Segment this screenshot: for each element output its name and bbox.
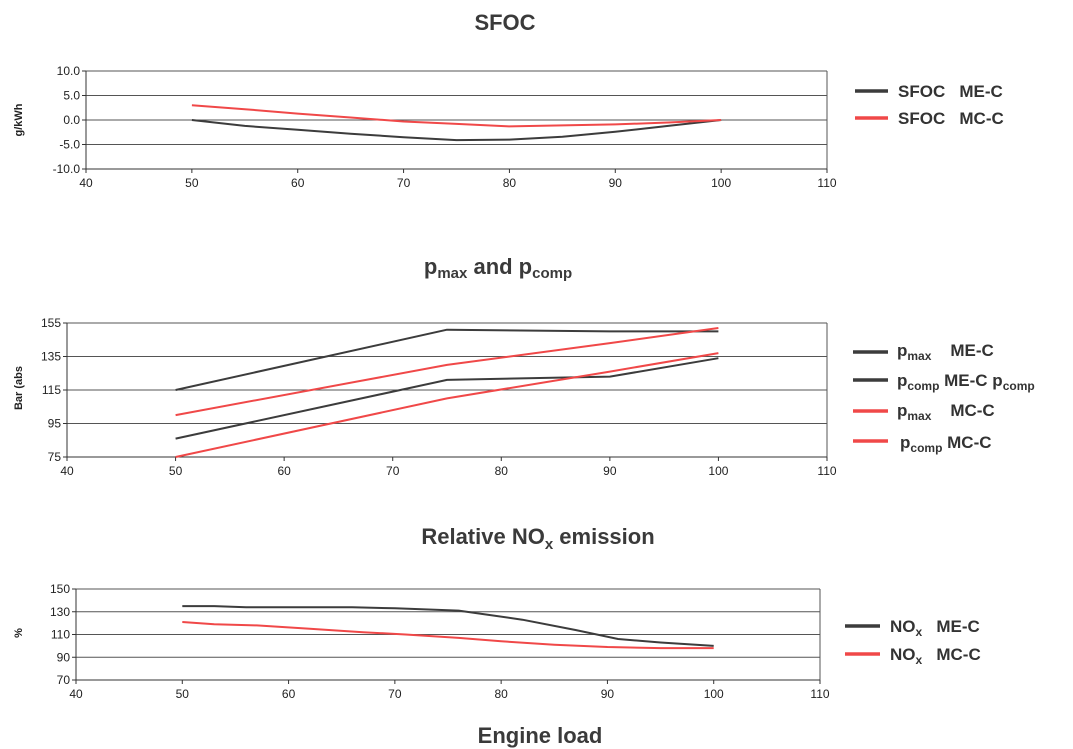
legend-nox-mc-main: NO	[890, 645, 916, 664]
sfoc-x-tick-label: 70	[397, 176, 411, 190]
sfoc-series-line-1	[191, 104, 722, 128]
nox-x-tick-label: 110	[810, 687, 829, 701]
legend-nox-me-rest: ME-C	[922, 617, 980, 636]
nox-y-tick-label: 110	[51, 628, 70, 642]
sfoc-x-tick-label: 60	[291, 176, 305, 190]
sfoc-chart: SFOC g/kWh -10.0 -5.0 0.0 5.0 10.0 40 50 60 70 80…	[13, 10, 1004, 190]
nox-title-main: Relative NO	[421, 524, 545, 549]
nox-y-tick-label: 130	[50, 605, 70, 619]
legend-label-pmax-me-c: pmax ME-C	[897, 341, 994, 363]
pressure-y-tick-label: 155	[41, 316, 61, 330]
sfoc-x-tick-label: 50	[185, 176, 199, 190]
legend-pmax-mc-p: p	[897, 401, 907, 420]
nox-chart-title: Relative NOx emission	[421, 524, 654, 553]
pressure-title-mid: and p	[467, 254, 532, 279]
pressure-series-line-3	[175, 352, 719, 458]
pressure-x-tick-label: 100	[708, 464, 728, 478]
legend-label-pcomp-mc-c: pcomp MC-C	[900, 433, 992, 455]
x-axis-label-engine-load: Engine load	[478, 723, 603, 748]
pressure-y-tick-label: 95	[48, 417, 62, 431]
pressure-legend: pmax ME-C pcomp ME-C pcomp pmax MC-C pco…	[853, 341, 1035, 455]
pressure-series-line-0	[175, 328, 719, 391]
nox-y-tick-label: 150	[50, 582, 70, 596]
pressure-x-tick-label: 50	[169, 464, 183, 478]
nox-y-tick-label: 70	[57, 673, 71, 687]
nox-legend: NOx ME-C NOx MC-C	[845, 617, 981, 667]
legend-pmax-me-rest: ME-C	[931, 341, 993, 360]
sfoc-y-tick-label: 0.0	[63, 113, 80, 127]
pressure-title-sub2: comp	[532, 265, 572, 282]
nox-x-tick-label: 70	[388, 687, 402, 701]
sfoc-x-tick-label: 40	[79, 176, 93, 190]
legend-pcomp-me-p: p	[897, 371, 907, 390]
pressure-series-line-1	[175, 357, 719, 440]
legend-pcomp-me-sub: comp	[907, 379, 939, 393]
legend-pcomp-me-rest: ME-C p	[939, 371, 1002, 390]
sfoc-y-tick-label: 10.0	[57, 64, 81, 78]
legend-label-sfoc-mc-c: SFOC MC-C	[898, 109, 1004, 128]
pressure-x-tick-label: 40	[60, 464, 74, 478]
legend-nox-me-main: NO	[890, 617, 916, 636]
sfoc-x-tick-label: 110	[817, 176, 836, 190]
pressure-chart-title: pmax and pcomp	[424, 254, 572, 282]
sfoc-y-tick-label: -10.0	[53, 162, 81, 176]
pressure-x-tick-label: 60	[277, 464, 291, 478]
legend-pmax-mc-sub: max	[907, 409, 931, 423]
nox-x-tick-label: 50	[176, 687, 190, 701]
pressure-x-tick-label: 70	[386, 464, 400, 478]
legend-nox-mc-sub: x	[916, 653, 923, 667]
pressure-y-tick-label: 115	[42, 383, 61, 397]
nox-title-sub: x	[545, 536, 554, 553]
pressure-x-tick-label: 110	[817, 464, 836, 478]
nox-x-tick-label: 80	[494, 687, 508, 701]
legend-pcomp-me-sub2: comp	[1003, 379, 1035, 393]
legend-label-nox-me-c: NOx ME-C	[890, 617, 980, 639]
sfoc-legend: SFOC ME-C SFOC MC-C	[855, 82, 1004, 128]
nox-series-line-0	[182, 605, 714, 647]
nox-y-axis-label: %	[13, 628, 25, 638]
legend-pcomp-mc-sub: comp	[910, 441, 942, 455]
pressure-y-tick-label: 135	[41, 350, 61, 364]
legend-pmax-mc-rest: MC-C	[931, 401, 994, 420]
nox-plot-area: 70 90 110 130 150 40 50 60 70 80 90 100 110	[50, 582, 830, 701]
pressure-title-p1: p	[424, 254, 437, 279]
legend-pmax-me-sub: max	[907, 349, 931, 363]
pressure-y-tick-label: 75	[48, 450, 62, 464]
sfoc-x-tick-label: 80	[503, 176, 517, 190]
legend-pcomp-mc-p: p	[900, 433, 910, 452]
sfoc-y-tick-label: 5.0	[63, 89, 80, 103]
sfoc-x-tick-label: 100	[711, 176, 731, 190]
sfoc-x-tick-label: 90	[609, 176, 623, 190]
pressure-x-tick-label: 90	[603, 464, 617, 478]
nox-x-tick-label: 60	[282, 687, 296, 701]
nox-x-tick-label: 100	[704, 687, 724, 701]
sfoc-y-axis-label: g/kWh	[13, 103, 25, 136]
pressure-plot-area: 75 95 115 135 155 40 50 60 70 80 90 100 110	[41, 316, 837, 478]
legend-nox-mc-rest: MC-C	[922, 645, 981, 664]
pressure-series-line-2	[175, 327, 719, 417]
sfoc-y-tick-label: -5.0	[59, 138, 80, 152]
legend-label-sfoc-me-c: SFOC ME-C	[898, 82, 1003, 101]
legend-pcomp-mc-rest: MC-C	[942, 433, 991, 452]
sfoc-plot-area: -10.0 -5.0 0.0 5.0 10.0 40 50 60 70 80 90 100 110	[53, 64, 837, 190]
nox-title-rest: emission	[553, 524, 654, 549]
nox-y-tick-label: 90	[57, 650, 71, 664]
legend-label-pcomp-me-c: pcomp ME-C pcomp	[897, 371, 1035, 393]
sfoc-chart-title: SFOC	[474, 10, 535, 35]
pressure-x-tick-label: 80	[495, 464, 509, 478]
sfoc-series-line-0	[191, 119, 722, 142]
nox-series-line-1	[182, 621, 714, 650]
nox-x-tick-label: 40	[69, 687, 83, 701]
nox-x-tick-label: 90	[601, 687, 615, 701]
legend-nox-me-sub: x	[916, 625, 923, 639]
pressure-title-sub1: max	[437, 265, 468, 282]
legend-label-pmax-mc-c: pmax MC-C	[897, 401, 995, 423]
legend-label-nox-mc-c: NOx MC-C	[890, 645, 981, 667]
pressure-y-axis-label: Bar (abs	[13, 366, 25, 410]
legend-pmax-me-p: p	[897, 341, 907, 360]
